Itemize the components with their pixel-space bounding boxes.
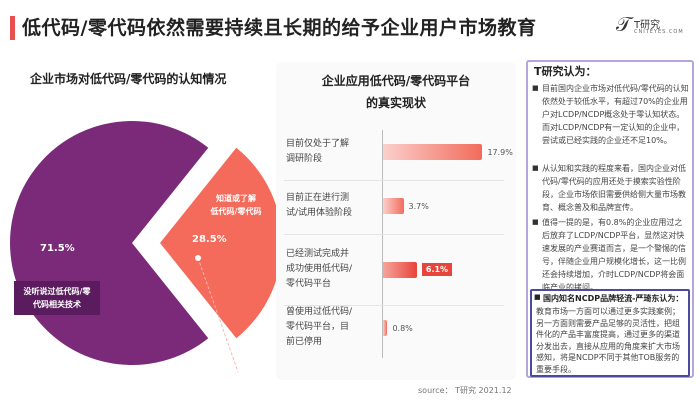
- pie-slice-label-aware: 知道或了解 低代码/零代码: [198, 192, 274, 218]
- bar: [383, 144, 483, 160]
- quote-heading-text: 国内知名NCDP品牌轻流-严琦东认为：: [543, 294, 684, 303]
- pie-slice-aware: [160, 147, 282, 339]
- insights-panel: [526, 60, 694, 378]
- bar-value-label: 0.8%: [392, 323, 413, 333]
- bar-chart-title: 企业应用低代码/零代码平台的真实现状: [280, 70, 512, 114]
- bar: [383, 198, 404, 214]
- title-bar: 低代码/零代码依然需要持续且长期的给予企业用户市场教育 𝒯 T研究 CNITEY…: [0, 0, 700, 56]
- bar-category-label-line: 零代码平台，目: [286, 322, 350, 332]
- bar-category-label-line: 调研阶段: [286, 154, 323, 164]
- bullet-icon: ■: [532, 218, 539, 226]
- brand-logo: 𝒯 T研究 CNITEYES.COM: [612, 10, 692, 46]
- pie-leader-dot: [195, 255, 201, 261]
- bar-category-label-line: 曾使用过低代码/: [286, 307, 353, 317]
- bar-category-label: 目前仅处于了解 调研阶段: [286, 137, 378, 167]
- pie-leader-line: [197, 257, 239, 373]
- bar-category-label-line: 目前正在进行测: [286, 193, 350, 203]
- insights-heading: T研究认为：: [534, 65, 597, 78]
- insight-point: ■ 目前国内企业市场对低代码/零代码的认知依然处于较低水平，有超过70%的企业用…: [532, 82, 690, 147]
- bar-category-label-line: 零代码平台: [286, 279, 332, 289]
- bar-category-label-line: 已经测试完成并: [286, 249, 350, 259]
- pie-value-label-unaware: 71.5%: [40, 243, 75, 254]
- bullet-icon: ■: [534, 293, 541, 301]
- bar-chart-title-text: 企业应用低代码/零代码平台的真实现状: [321, 74, 471, 110]
- bullet-icon: ■: [532, 84, 539, 92]
- insight-point: ■ 从认知和实践的程度来看，国内企业对低代码/零代码的应用还处于摸索实验性阶段，…: [532, 162, 690, 214]
- bar-value-label: 17.9%: [487, 148, 513, 157]
- quote-text: 教育市场一方面可以通过更多实践案例；另一方面则需要产品足够的灵活性，把组件化的产…: [536, 306, 686, 375]
- bar-category-label-line: 试/试用体验阶段: [286, 208, 353, 218]
- bar-row-divider: [284, 305, 504, 306]
- brand-logo-url: CNITEYES.COM: [634, 29, 684, 35]
- bar: [383, 319, 388, 336]
- bar-chart-panel: [276, 62, 516, 380]
- brand-logo-mark: 𝒯: [616, 12, 632, 36]
- quote-text-body: 教育市场一方面可以通过更多实践案例；另一方面则需要产品足够的灵活性，把组件化的产…: [536, 307, 680, 374]
- insight-point-text: 从认知和实践的程度来看，国内企业对低代码/零代码的应用还处于摸索实验性阶段，企业…: [542, 164, 686, 212]
- bar-chart-axis: [382, 130, 383, 358]
- bar-category-label-line: 前已停用: [286, 337, 323, 347]
- bar-category-label: 曾使用过低代码/零代码平台，目 前已停用: [286, 305, 378, 350]
- pie-slice-label-aware-line: 低代码/零代码: [210, 207, 262, 216]
- pie-slice-label-unaware-line: 没听说过低代码/零: [23, 287, 91, 296]
- pie-slice-label-unaware-line: 代码相关技术: [33, 300, 81, 309]
- pie-slice-label-unaware: 没听说过低代码/零 代码相关技术: [14, 281, 100, 315]
- brand-logo-name: T研究: [634, 20, 661, 31]
- bar-value-label: 3.7%: [408, 202, 429, 211]
- pie-slice-label-aware-line: 知道或了解: [216, 194, 256, 203]
- pie-value-label-aware: 28.5%: [192, 234, 227, 245]
- source-note: source： T研究 2021.12: [418, 386, 512, 395]
- bar-row-divider: [284, 180, 504, 181]
- page-title: 低代码/零代码依然需要持续且长期的给予企业用户市场教育: [22, 17, 537, 39]
- bar-category-label: 目前正在进行测 试/试用体验阶段: [286, 191, 378, 221]
- insight-point-text: 目前国内企业市场对低代码/零代码的认知依然处于较低水平，有超过70%的企业用户对…: [542, 84, 689, 145]
- bar-row-divider: [284, 234, 504, 235]
- bar-category-label-line: 目前仅处于了解: [286, 139, 350, 149]
- bar-category-label: 已经测试完成并 成功使用低代码/零代码平台: [286, 247, 378, 292]
- bar: [383, 261, 417, 278]
- quote-heading: ■ 国内知名NCDP品牌轻流-严琦东认为：: [534, 293, 684, 304]
- bar-value-label: 6.1%: [421, 262, 453, 276]
- insight-point-text: 值得一提的是，有0.8%的企业应用过之后放弃了LCDP/NCDP平台，显然这对快…: [542, 218, 686, 292]
- bullet-icon: ■: [532, 164, 539, 172]
- bar-category-label-line: 成功使用低代码/: [286, 264, 353, 274]
- insight-point: ■ 值得一提的是，有0.8%的企业应用过之后放弃了LCDP/NCDP平台，显然这…: [532, 216, 690, 294]
- title-accent: [10, 16, 15, 40]
- pie-chart-title: 企业市场对低代码/零代码的认知情况: [30, 72, 227, 86]
- quote-box: [530, 289, 690, 377]
